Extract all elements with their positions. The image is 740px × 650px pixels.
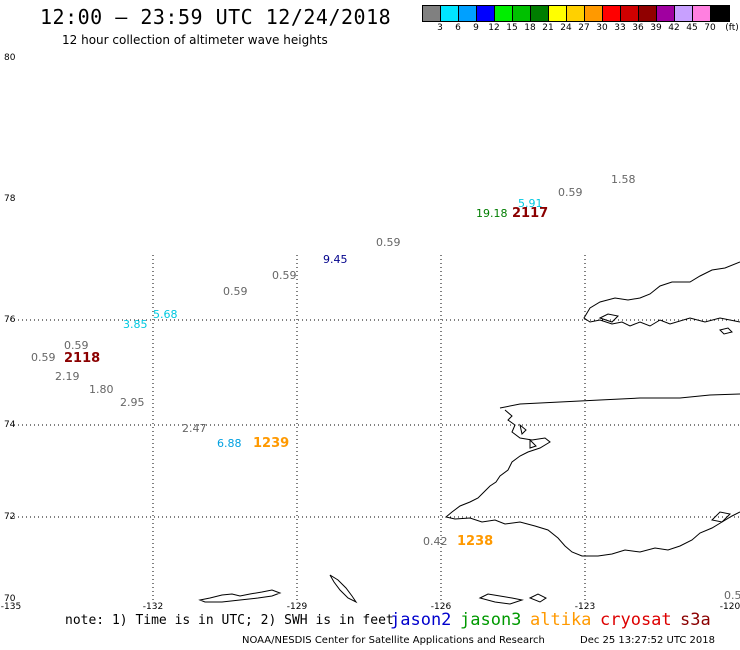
generated-timestamp: Dec 25 13:27:52 UTC 2018 (580, 635, 715, 646)
color-scale-label: 18 (524, 23, 536, 33)
lon-label: -123 (575, 602, 595, 610)
color-scale-label: 24 (560, 23, 572, 33)
wave-height-label: 0.59 (376, 236, 401, 249)
legend-cryosat: cryosat (600, 610, 672, 630)
color-scale-label: 12 (488, 23, 500, 33)
color-swatch (477, 6, 495, 21)
wave-height-label: 2118 (64, 351, 100, 366)
wave-height-label: 2.19 (55, 370, 80, 383)
wave-height-label: 5.91 (518, 197, 543, 210)
color-scale-label: 70 (704, 23, 716, 33)
footer: note: 1) Time is in UTC; 2) SWH is in fe… (0, 610, 740, 650)
color-swatch (423, 6, 441, 21)
color-swatch (693, 6, 711, 21)
wave-height-label: 9.45 (323, 253, 348, 266)
wave-height-label: 0.59 (31, 351, 56, 364)
color-swatch (441, 6, 459, 21)
color-scale-label: 21 (542, 23, 554, 33)
wave-height-label: 2.95 (120, 396, 145, 409)
lat-labels: 80 78 76 74 72 70 (4, 53, 16, 604)
wave-height-label: 0.5 (724, 589, 740, 602)
color-swatch (459, 6, 477, 21)
wave-height-label: 3.85 (123, 318, 148, 331)
lon-label: -129 (287, 602, 308, 610)
wave-height-label: 0.59 (558, 186, 583, 199)
page-title: 12:00 — 23:59 UTC 12/24/2018 (40, 5, 392, 29)
color-scale-label: 45 (686, 23, 698, 33)
color-swatch (621, 6, 639, 21)
lat-label: 74 (4, 420, 16, 430)
wave-height-label: 0.42 (423, 535, 448, 548)
wave-height-label: 6.88 (217, 437, 242, 450)
page-subtitle: 12 hour collection of altimeter wave hei… (62, 33, 328, 47)
color-swatch (603, 6, 621, 21)
color-swatch (639, 6, 657, 21)
color-scale-label: 6 (455, 23, 461, 33)
lon-label: -120 (720, 602, 740, 610)
color-scale-label: 30 (596, 23, 608, 33)
coastline (198, 261, 740, 605)
wave-height-label: 2117 (512, 206, 548, 221)
wave-height-label: 0.59 (272, 269, 297, 282)
lat-label: 80 (4, 53, 16, 63)
legend-s3a: s3a (680, 610, 711, 630)
wave-height-label: 5.68 (153, 308, 178, 321)
map-canvas: 80 78 76 74 72 70 -135 -132 -129 -126 -1… (1, 53, 740, 610)
color-swatch (657, 6, 675, 21)
lon-label: -132 (143, 602, 163, 610)
wave-height-labels: 1.58 0.59 5.91 19.18 2117 0.59 9.45 0.59… (31, 173, 740, 602)
legend-altika: altika (530, 610, 592, 630)
color-swatch (531, 6, 549, 21)
wave-height-label: 0.59 (64, 339, 89, 352)
lat-label: 76 (4, 315, 16, 325)
color-scale-label: 27 (578, 23, 590, 33)
color-scale-label: 3 (437, 23, 443, 33)
color-swatch (567, 6, 585, 21)
lat-label: 72 (4, 512, 15, 522)
footer-note: note: 1) Time is in UTC; 2) SWH is in fe… (65, 613, 394, 628)
wave-height-label: 1238 (457, 534, 493, 549)
wave-height-label: 2.47 (182, 422, 207, 435)
wave-height-label: 19.18 (476, 207, 508, 220)
color-scale-label: 42 (668, 23, 680, 33)
color-scale-label: 39 (650, 23, 662, 33)
color-swatch (495, 6, 513, 21)
color-swatch (675, 6, 693, 21)
lon-labels: -135 -132 -129 -126 -123 -120 (1, 602, 740, 610)
color-scale-label: 33 (614, 23, 626, 33)
color-swatch (513, 6, 531, 21)
color-scale-label: 15 (506, 23, 518, 33)
color-swatch (711, 6, 729, 21)
color-swatch (585, 6, 603, 21)
credit-text: NOAA/NESDIS Center for Satellite Applica… (242, 635, 545, 646)
legend-jason3: jason3 (460, 610, 522, 630)
color-scale-unit: (ft) (725, 23, 739, 33)
lat-label: 70 (4, 594, 16, 604)
lat-label: 78 (4, 194, 16, 204)
wave-height-label: 1.58 (611, 173, 636, 186)
wave-height-label: 1.80 (89, 383, 114, 396)
color-scale-label: 9 (473, 23, 479, 33)
color-scale-labels: 3 6 9 12 15 18 21 24 27 30 33 36 39 42 45 70 (ft) (422, 23, 740, 35)
lon-label: -126 (431, 602, 452, 610)
color-swatch (549, 6, 567, 21)
color-scale (422, 5, 730, 22)
color-scale-label: 36 (632, 23, 644, 33)
lon-label: -135 (1, 602, 21, 610)
wave-height-label: 1239 (253, 436, 289, 451)
graticule (10, 255, 740, 600)
legend-jason2: jason2 (390, 610, 452, 630)
wave-height-label: 0.59 (223, 285, 248, 298)
